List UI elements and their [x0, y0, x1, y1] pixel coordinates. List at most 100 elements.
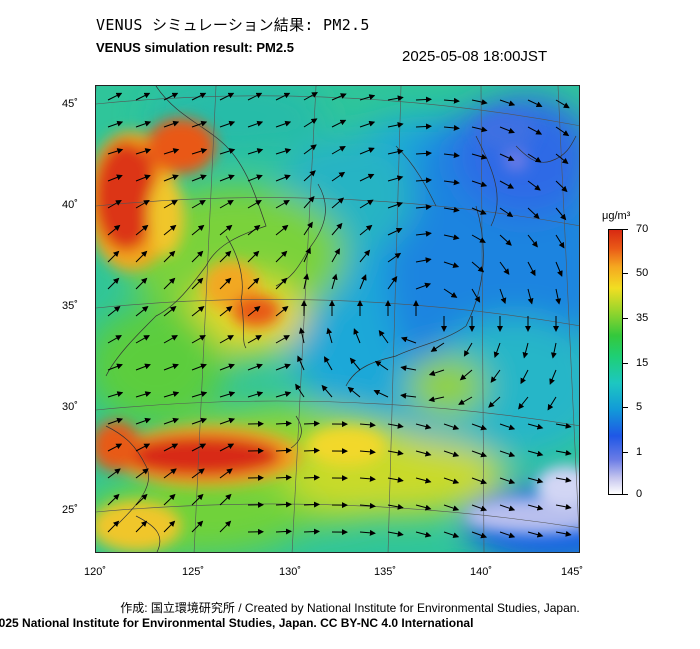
wind-arrow [247, 363, 263, 371]
wind-arrow [415, 123, 432, 130]
wind-arrow [428, 396, 445, 403]
wind-arrow [135, 305, 149, 317]
map-canvas [96, 86, 579, 552]
wind-arrow [219, 443, 235, 452]
wind-arrow [522, 342, 529, 359]
wind-arrow [463, 342, 473, 357]
wind-arrow [359, 502, 376, 509]
wind-arrow [499, 99, 516, 107]
lon-label-140: 140˚ [469, 566, 493, 578]
wind-arrow [527, 180, 541, 191]
wind-arrow [303, 501, 320, 508]
wind-arrow [443, 450, 460, 458]
wind-arrow [191, 363, 207, 371]
wind-arrow [191, 224, 205, 236]
wind-arrow [191, 92, 207, 101]
wind-arrow [219, 250, 232, 263]
wind-arrow [347, 386, 361, 398]
wind-arrow [527, 207, 540, 219]
wind-arrow [499, 261, 510, 275]
colorbar-label-50: 50 [636, 267, 649, 279]
wind-arrow [247, 174, 263, 182]
wind-arrow [415, 204, 432, 211]
wind-arrow [303, 474, 320, 481]
wind-arrow [191, 417, 208, 425]
wind-arrow [353, 328, 361, 344]
wind-arrow [275, 447, 292, 454]
wind-arrow [135, 468, 149, 479]
wind-arrow [191, 305, 205, 317]
wind-arrow [331, 93, 347, 101]
wind-arrow [303, 420, 320, 427]
wind-arrow [163, 443, 179, 452]
wind-arrow [415, 150, 432, 157]
wind-arrow [191, 443, 207, 452]
wind-arrow [219, 174, 235, 182]
wind-arrow [219, 120, 236, 128]
colorbar-label-70: 70 [636, 223, 649, 235]
wind-arrow [321, 384, 333, 398]
wind-arrow [163, 224, 177, 236]
wind-arrow [191, 520, 204, 533]
wind-arrow [527, 288, 534, 305]
wind-arrow [163, 493, 176, 506]
wind-arrow [275, 200, 290, 209]
wind-arrow [331, 197, 345, 209]
wind-arrow [107, 174, 123, 182]
wind-arrow [373, 390, 389, 398]
wind-arrow [527, 153, 542, 163]
colorbar-label-35: 35 [636, 312, 649, 324]
wind-arrow [527, 450, 544, 457]
wind-arrow [359, 199, 374, 209]
wind-arrow [219, 224, 233, 236]
wind-arrow [163, 148, 180, 155]
wind-arrow [191, 200, 206, 209]
colorbar-tick [623, 407, 628, 408]
wind-arrow [499, 423, 516, 431]
wind-arrow [549, 369, 557, 385]
wind-arrow [107, 520, 120, 533]
wind-arrow [326, 327, 333, 344]
wind-arrow [443, 124, 460, 131]
wind-arrow [247, 335, 262, 344]
wind-arrow [275, 420, 292, 427]
wind-arrow [359, 249, 371, 263]
wind-arrow [428, 369, 445, 376]
wind-arrow [247, 148, 264, 155]
wind-arrow [219, 200, 234, 209]
wind-arrow [331, 146, 346, 155]
wind-arrow [275, 224, 289, 236]
wind-arrow [107, 493, 120, 506]
wind-arrow [303, 92, 318, 101]
wind-arrow [163, 200, 178, 209]
wind-arrow [219, 305, 233, 317]
wind-arrow [555, 234, 565, 249]
wind-arrow [415, 96, 432, 103]
wind-arrow [191, 120, 208, 128]
wind-arrow [443, 152, 460, 159]
wind-arrow [303, 221, 313, 236]
wind-arrow [555, 126, 570, 137]
wind-arrow [471, 180, 488, 188]
wind-arrow [415, 504, 432, 511]
wind-arrow [471, 477, 488, 485]
wind-arrow [499, 207, 514, 218]
wind-arrow [135, 200, 150, 209]
wind-arrow [555, 288, 562, 305]
wind-arrow [555, 207, 567, 221]
wind-arrow [163, 174, 179, 182]
wind-arrow [247, 391, 264, 398]
lat-label-45: 45˚ [62, 98, 78, 110]
wind-arrow [219, 520, 232, 533]
colorbar-label-15: 15 [636, 357, 649, 369]
wind-arrow [471, 153, 488, 160]
coastlines [105, 86, 577, 552]
wind-arrow [471, 504, 488, 512]
wind-arrow [275, 120, 292, 128]
wind-arrow [107, 148, 124, 155]
wind-arrow [359, 448, 376, 455]
wind-arrow [219, 277, 232, 290]
lat-label-35: 35˚ [62, 300, 78, 312]
wind-arrow [275, 92, 291, 101]
wind-arrow [387, 95, 404, 102]
